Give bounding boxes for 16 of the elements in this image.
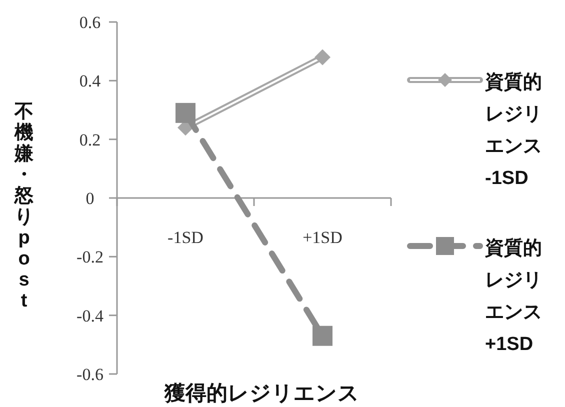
x-tick-label: -1SD xyxy=(168,228,204,247)
y-tick-label: 0.4 xyxy=(79,72,102,91)
y-tick-label: -0.4 xyxy=(76,306,104,326)
y-tick-label: -0.6 xyxy=(76,365,104,384)
y-tick-label: 0.6 xyxy=(79,13,101,32)
legend-label: 資質的レジリエンス+1SD xyxy=(484,237,542,355)
point xyxy=(176,102,196,123)
x-axis-title: 獲得的レジリエンス xyxy=(164,382,360,405)
text: 不機嫌・怒りpost xyxy=(14,102,34,312)
legend-label: 資質的レジリエンス-1SD xyxy=(484,71,542,189)
point xyxy=(314,49,330,66)
x-tick-label: +1SD xyxy=(302,228,342,247)
y-tick-label: -0.2 xyxy=(76,248,104,267)
y-tick-label: 0.2 xyxy=(79,130,101,150)
y-tick-label: 0 xyxy=(86,189,94,208)
point xyxy=(312,326,332,346)
